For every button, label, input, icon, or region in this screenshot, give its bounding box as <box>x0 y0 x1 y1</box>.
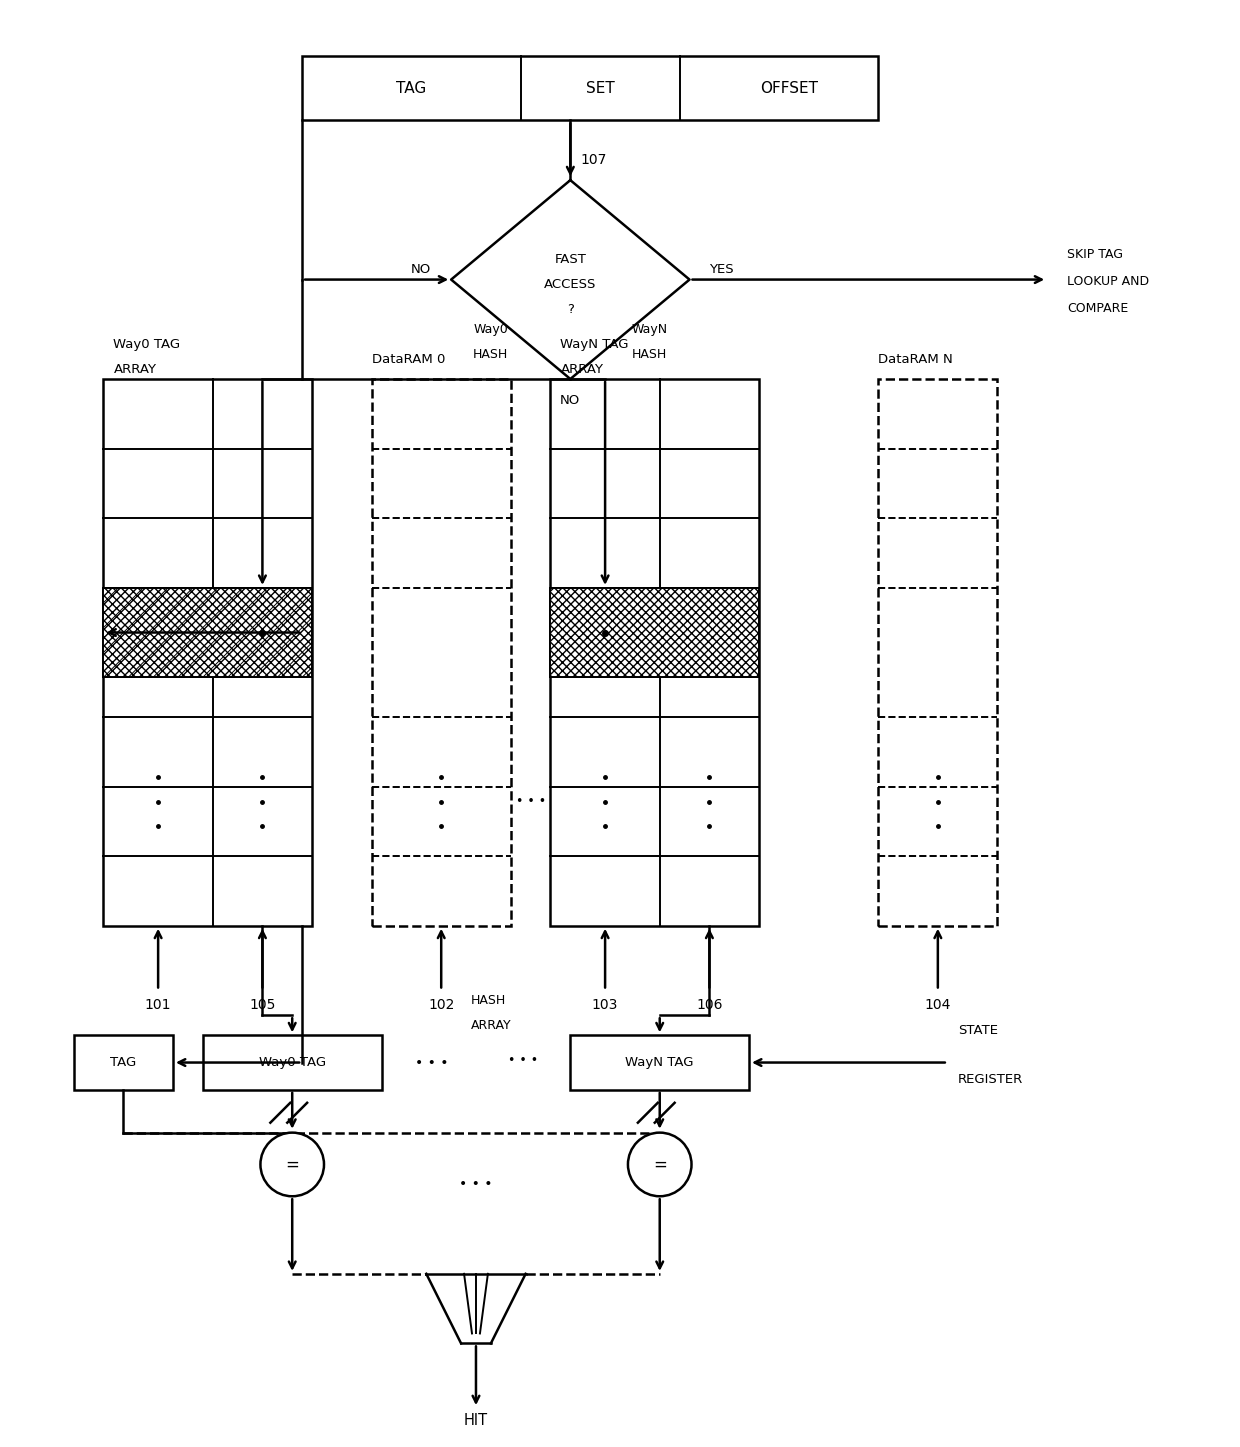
Circle shape <box>627 1133 692 1197</box>
Text: 104: 104 <box>925 998 951 1013</box>
Text: Way0 TAG: Way0 TAG <box>113 337 181 350</box>
Text: FAST: FAST <box>554 253 587 266</box>
Bar <box>73 1035 174 1090</box>
Text: WayN TAG: WayN TAG <box>625 1056 694 1069</box>
Text: • • •: • • • <box>459 1178 492 1191</box>
Text: TAG: TAG <box>397 81 427 96</box>
Text: COMPARE: COMPARE <box>1066 302 1128 315</box>
Bar <box>372 379 511 926</box>
Text: HIT: HIT <box>464 1414 489 1428</box>
Text: ARRAY: ARRAY <box>471 1019 512 1032</box>
Bar <box>103 587 312 677</box>
Text: ARRAY: ARRAY <box>113 363 156 376</box>
Bar <box>551 587 759 677</box>
Text: HASH: HASH <box>471 994 506 1007</box>
Text: WayN: WayN <box>631 323 668 336</box>
Text: NO: NO <box>560 394 580 407</box>
Text: ACCESS: ACCESS <box>544 278 596 291</box>
Text: ARRAY: ARRAY <box>560 363 604 376</box>
Bar <box>303 56 878 120</box>
Polygon shape <box>451 179 689 379</box>
Bar <box>551 379 759 926</box>
Bar <box>878 379 997 926</box>
Text: • • •: • • • <box>516 794 546 807</box>
Bar <box>103 587 312 677</box>
Text: 101: 101 <box>145 998 171 1013</box>
Text: HASH: HASH <box>474 347 508 360</box>
Text: 107: 107 <box>580 153 606 168</box>
Circle shape <box>260 1133 324 1197</box>
Text: DataRAM N: DataRAM N <box>878 353 954 366</box>
Text: =: = <box>285 1156 299 1174</box>
Text: 103: 103 <box>591 998 619 1013</box>
Text: SET: SET <box>585 81 615 96</box>
Text: WayN TAG: WayN TAG <box>560 337 629 350</box>
Text: SKIP TAG: SKIP TAG <box>1066 249 1123 262</box>
Text: 105: 105 <box>249 998 275 1013</box>
Bar <box>570 1035 749 1090</box>
Text: 106: 106 <box>696 998 723 1013</box>
Text: =: = <box>652 1156 667 1174</box>
Text: OFFSET: OFFSET <box>760 81 818 96</box>
Text: NO: NO <box>410 263 432 276</box>
Text: Way0 TAG: Way0 TAG <box>259 1056 326 1069</box>
Text: 102: 102 <box>428 998 454 1013</box>
Text: LOOKUP AND: LOOKUP AND <box>1066 275 1149 288</box>
Text: DataRAM 0: DataRAM 0 <box>372 353 445 366</box>
Text: YES: YES <box>709 263 734 276</box>
Bar <box>203 1035 382 1090</box>
Text: STATE: STATE <box>957 1023 998 1036</box>
Text: Way0: Way0 <box>474 323 508 336</box>
Text: REGISTER: REGISTER <box>957 1074 1023 1087</box>
Text: HASH: HASH <box>632 347 667 360</box>
Text: ?: ? <box>567 302 574 315</box>
Bar <box>103 379 312 926</box>
Text: • • •: • • • <box>414 1055 448 1069</box>
Text: TAG: TAG <box>110 1056 136 1069</box>
Text: • • •: • • • <box>508 1053 538 1066</box>
